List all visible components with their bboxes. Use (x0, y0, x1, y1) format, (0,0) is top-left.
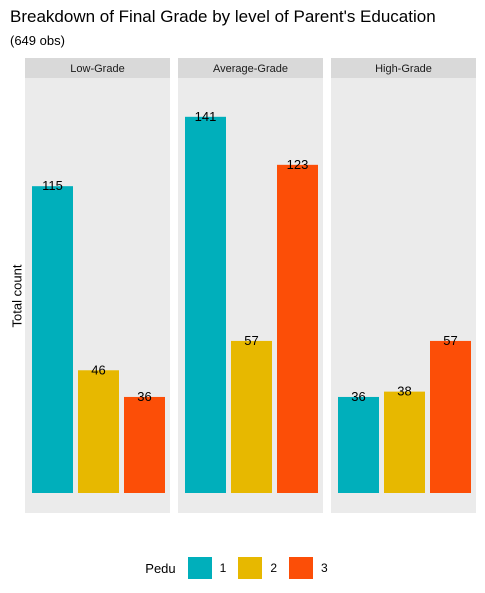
data-label-high-grade-pedu-1: 36 (351, 389, 365, 404)
chart-title: Breakdown of Final Grade by level of Par… (10, 7, 436, 26)
bar-low-grade-pedu-2 (78, 370, 119, 493)
legend-item-1: 1 (187, 557, 227, 579)
legend-key-2 (238, 557, 263, 579)
legend-item-3: 3 (289, 557, 328, 579)
bar-low-grade-pedu-1 (32, 186, 73, 493)
data-label-average-grade-pedu-1: 141 (195, 109, 217, 124)
data-label-average-grade-pedu-2: 57 (244, 333, 258, 348)
legend: Pedu 1 2 3 (0, 556, 485, 580)
facet-strip-low-grade (25, 58, 170, 78)
bar-average-grade-pedu-1 (185, 116, 226, 493)
chart-subtitle: (649 obs) (10, 33, 65, 48)
bar-low-grade-pedu-3 (124, 396, 165, 493)
data-label-high-grade-pedu-2: 38 (397, 384, 411, 399)
legend-key-3 (289, 557, 314, 579)
bar-high-grade-pedu-1 (338, 396, 379, 493)
facet-label-low-grade: Low-Grade (70, 63, 124, 75)
data-label-low-grade-pedu-2: 46 (91, 362, 105, 377)
bar-high-grade-pedu-3 (430, 340, 471, 493)
legend-label-3: 3 (321, 561, 328, 575)
legend-label-2: 2 (270, 561, 278, 575)
bar-average-grade-pedu-2 (231, 340, 272, 493)
facet-strip-high-grade (331, 58, 476, 78)
legend-key-1 (187, 557, 212, 579)
bar-average-grade-pedu-3 (277, 164, 318, 493)
data-label-average-grade-pedu-3: 123 (287, 157, 309, 172)
facet-label-average-grade: Average-Grade (213, 63, 288, 75)
data-label-high-grade-pedu-3: 57 (443, 333, 457, 348)
data-label-low-grade-pedu-1: 115 (42, 178, 63, 193)
data-label-low-grade-pedu-3: 36 (137, 389, 151, 404)
legend-title: Pedu (145, 560, 176, 576)
legend-label-1: 1 (219, 561, 227, 575)
bar-high-grade-pedu-2 (384, 391, 425, 493)
facet-strip-average-grade (178, 58, 323, 78)
facet-label-high-grade: High-Grade (375, 63, 432, 75)
legend-item-2: 2 (238, 557, 277, 579)
